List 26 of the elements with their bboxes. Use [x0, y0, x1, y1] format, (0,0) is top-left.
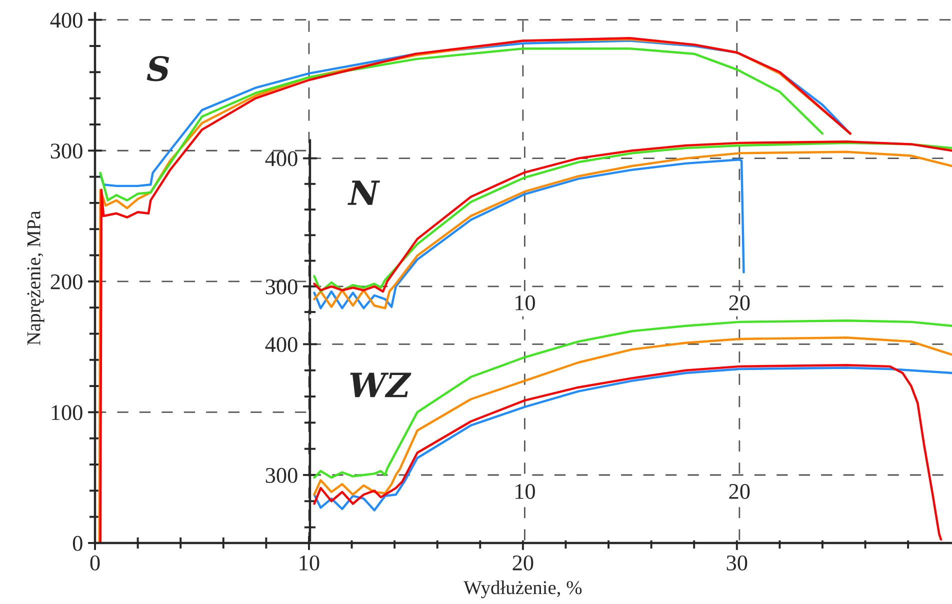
line-series	[313, 150, 952, 310]
y-axis-title: Naprężenie, MPa	[27, 210, 44, 346]
x-tick-label: 20	[729, 484, 750, 499]
x-tick-label: 10	[516, 295, 535, 310]
y-tick-label: 100	[52, 405, 82, 420]
x-tick-label: 10	[300, 555, 320, 570]
x-tick-label: 10	[516, 484, 535, 499]
annotation: N	[348, 180, 380, 205]
x-tick-label: 30	[726, 555, 748, 570]
y-tick-label: 0	[72, 536, 82, 551]
x-axis-title: Wydłużenie, %	[464, 580, 582, 598]
annotation: S	[146, 56, 170, 82]
y-tick-label: 300	[266, 468, 298, 483]
y-tick-label: 300	[266, 279, 298, 294]
annotation: WZ	[350, 372, 412, 398]
y-tick-label: 400	[265, 337, 298, 352]
line-series	[313, 364, 942, 540]
x-tick-label: 0	[90, 555, 100, 570]
y-tick-label: 400	[265, 151, 298, 166]
y-tick-label: 400	[50, 12, 82, 28]
line-series	[313, 320, 952, 479]
y-tick-label: 200	[50, 274, 82, 290]
x-tick-label: 20	[729, 295, 750, 310]
line-series	[313, 366, 952, 512]
x-tick-label: 20	[512, 555, 534, 570]
y-tick-label: 300	[50, 144, 82, 159]
